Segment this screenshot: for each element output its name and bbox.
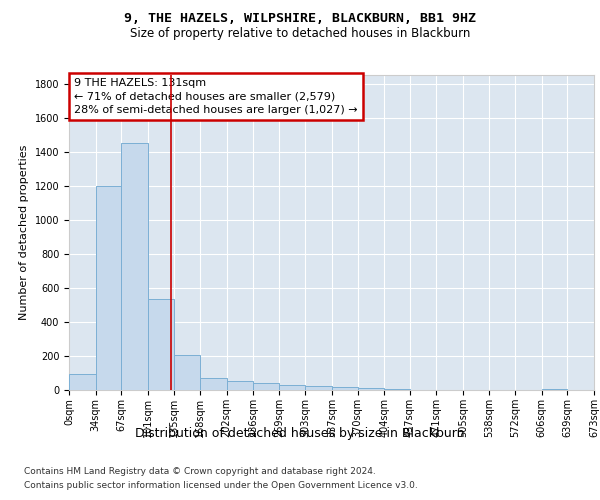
Text: Contains public sector information licensed under the Open Government Licence v3: Contains public sector information licen… — [24, 481, 418, 490]
Bar — [227, 382, 253, 390]
Bar — [305, 386, 332, 390]
Bar — [148, 299, 175, 390]
Text: Size of property relative to detached houses in Blackburn: Size of property relative to detached ho… — [130, 28, 470, 40]
Bar — [69, 374, 95, 390]
Text: Contains HM Land Registry data © Crown copyright and database right 2024.: Contains HM Land Registry data © Crown c… — [24, 468, 376, 476]
Text: 9 THE HAZELS: 131sqm
← 71% of detached houses are smaller (2,579)
28% of semi-de: 9 THE HAZELS: 131sqm ← 71% of detached h… — [74, 78, 358, 114]
Bar — [253, 383, 279, 390]
Bar — [95, 186, 121, 390]
Bar — [121, 143, 148, 390]
Bar — [200, 378, 227, 390]
Bar — [332, 388, 358, 390]
Text: Distribution of detached houses by size in Blackburn: Distribution of detached houses by size … — [135, 428, 465, 440]
Bar — [384, 389, 410, 390]
Text: 9, THE HAZELS, WILPSHIRE, BLACKBURN, BB1 9HZ: 9, THE HAZELS, WILPSHIRE, BLACKBURN, BB1… — [124, 12, 476, 26]
Bar — [279, 385, 305, 390]
Bar — [358, 388, 384, 390]
Y-axis label: Number of detached properties: Number of detached properties — [19, 145, 29, 320]
Bar — [175, 355, 200, 390]
Bar — [542, 389, 568, 390]
